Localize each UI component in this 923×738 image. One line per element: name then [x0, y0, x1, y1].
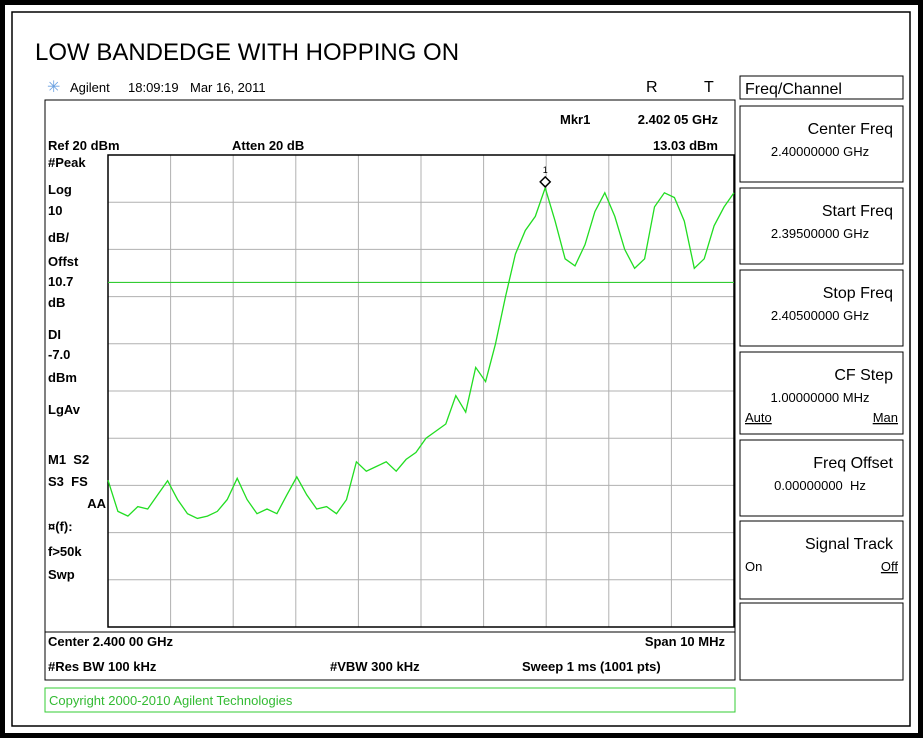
- softkey-option: Off: [881, 559, 898, 574]
- side-label: 10.7: [48, 274, 73, 289]
- softkey-label: CF Step: [834, 367, 893, 384]
- side-label: AA: [87, 496, 106, 511]
- softkey-option: Auto: [745, 410, 772, 425]
- marker: [539, 175, 552, 188]
- side-label: dB: [48, 295, 65, 310]
- softkey-value: 2.40000000 GHz: [771, 144, 869, 159]
- side-label: #Peak: [48, 155, 86, 170]
- side-label: LgAv: [48, 402, 81, 417]
- menu-title-box: [739, 75, 904, 100]
- softkeys: Center Freq 2.40000000 GHz Start Freq 2.395…: [739, 105, 904, 681]
- display-border: [44, 99, 736, 681]
- time: 18:09:19: [128, 80, 179, 95]
- softkey-box: [739, 105, 904, 183]
- softkey-label: Center Freq: [808, 121, 893, 138]
- softkey-label: Stop Freq: [823, 285, 893, 302]
- display-line-label: -7.0: [48, 347, 70, 362]
- copyright: Copyright 2000-2010 Agilent Technologies: [49, 693, 293, 708]
- status-t: T: [704, 79, 714, 96]
- side-label: dBm: [48, 370, 77, 385]
- side-label: Swp: [48, 567, 75, 582]
- softkey-box: [739, 520, 904, 600]
- side-label: Offst: [48, 254, 79, 269]
- marker-name: Mkr1: [560, 112, 590, 127]
- date: Mar 16, 2011: [190, 80, 266, 95]
- side-label: 10: [48, 203, 62, 218]
- logo-icon: ✳: [47, 79, 60, 96]
- softkey-value: 1.00000000 MHz: [770, 390, 869, 405]
- softkey-box: [739, 187, 904, 265]
- side-label: M1 S2: [48, 452, 89, 467]
- softkey-label: Signal Track: [805, 536, 894, 553]
- marker-level: 13.03 dBm: [653, 138, 718, 153]
- side-label: dB/: [48, 230, 69, 245]
- softkey-value: 0.00000000 Hz: [774, 478, 866, 493]
- softkey-box: [739, 351, 904, 435]
- softkey-box: [739, 439, 904, 517]
- panel-border: [11, 11, 911, 727]
- sweep: Sweep 1 ms (1001 pts): [522, 659, 661, 674]
- softkey-box: [739, 269, 904, 347]
- softkey-box: [739, 602, 904, 681]
- softkey-label: Freq Offset: [813, 455, 893, 472]
- side-label: DI: [48, 327, 61, 342]
- resolution-bandwidth: #Res BW 100 kHz: [48, 659, 157, 674]
- brand: Agilent: [70, 80, 110, 95]
- side-label: S3 FS: [48, 474, 88, 489]
- video-bandwidth: #VBW 300 kHz: [330, 659, 420, 674]
- side-label: ¤(f):: [48, 519, 73, 534]
- title: LOW BANDEDGE WITH HOPPING ON: [35, 39, 459, 66]
- span: Span 10 MHz: [645, 634, 726, 649]
- attenuation: Atten 20 dB: [232, 138, 304, 153]
- graticule-border: [107, 154, 735, 628]
- panel: [5, 5, 918, 733]
- trace: [107, 185, 735, 520]
- marker-frequency: 2.402 05 GHz: [638, 112, 719, 127]
- graticule: [108, 155, 734, 627]
- softkey-option: On: [745, 559, 762, 574]
- status-bar: [44, 687, 736, 713]
- menu-title: Freq/Channel: [745, 81, 842, 98]
- center-frequency: Center 2.400 00 GHz: [48, 634, 174, 649]
- ref-level: Ref 20 dBm: [48, 138, 120, 153]
- softkey-value: 2.39500000 GHz: [771, 226, 869, 241]
- status-r: R: [646, 79, 658, 96]
- side-label: Log: [48, 182, 72, 197]
- softkey-label: Start Freq: [822, 203, 893, 220]
- side-label: f>50k: [48, 544, 82, 559]
- softkey-value: 2.40500000 GHz: [771, 308, 869, 323]
- marker-label: 1: [543, 165, 548, 175]
- softkey-option: Man: [873, 410, 898, 425]
